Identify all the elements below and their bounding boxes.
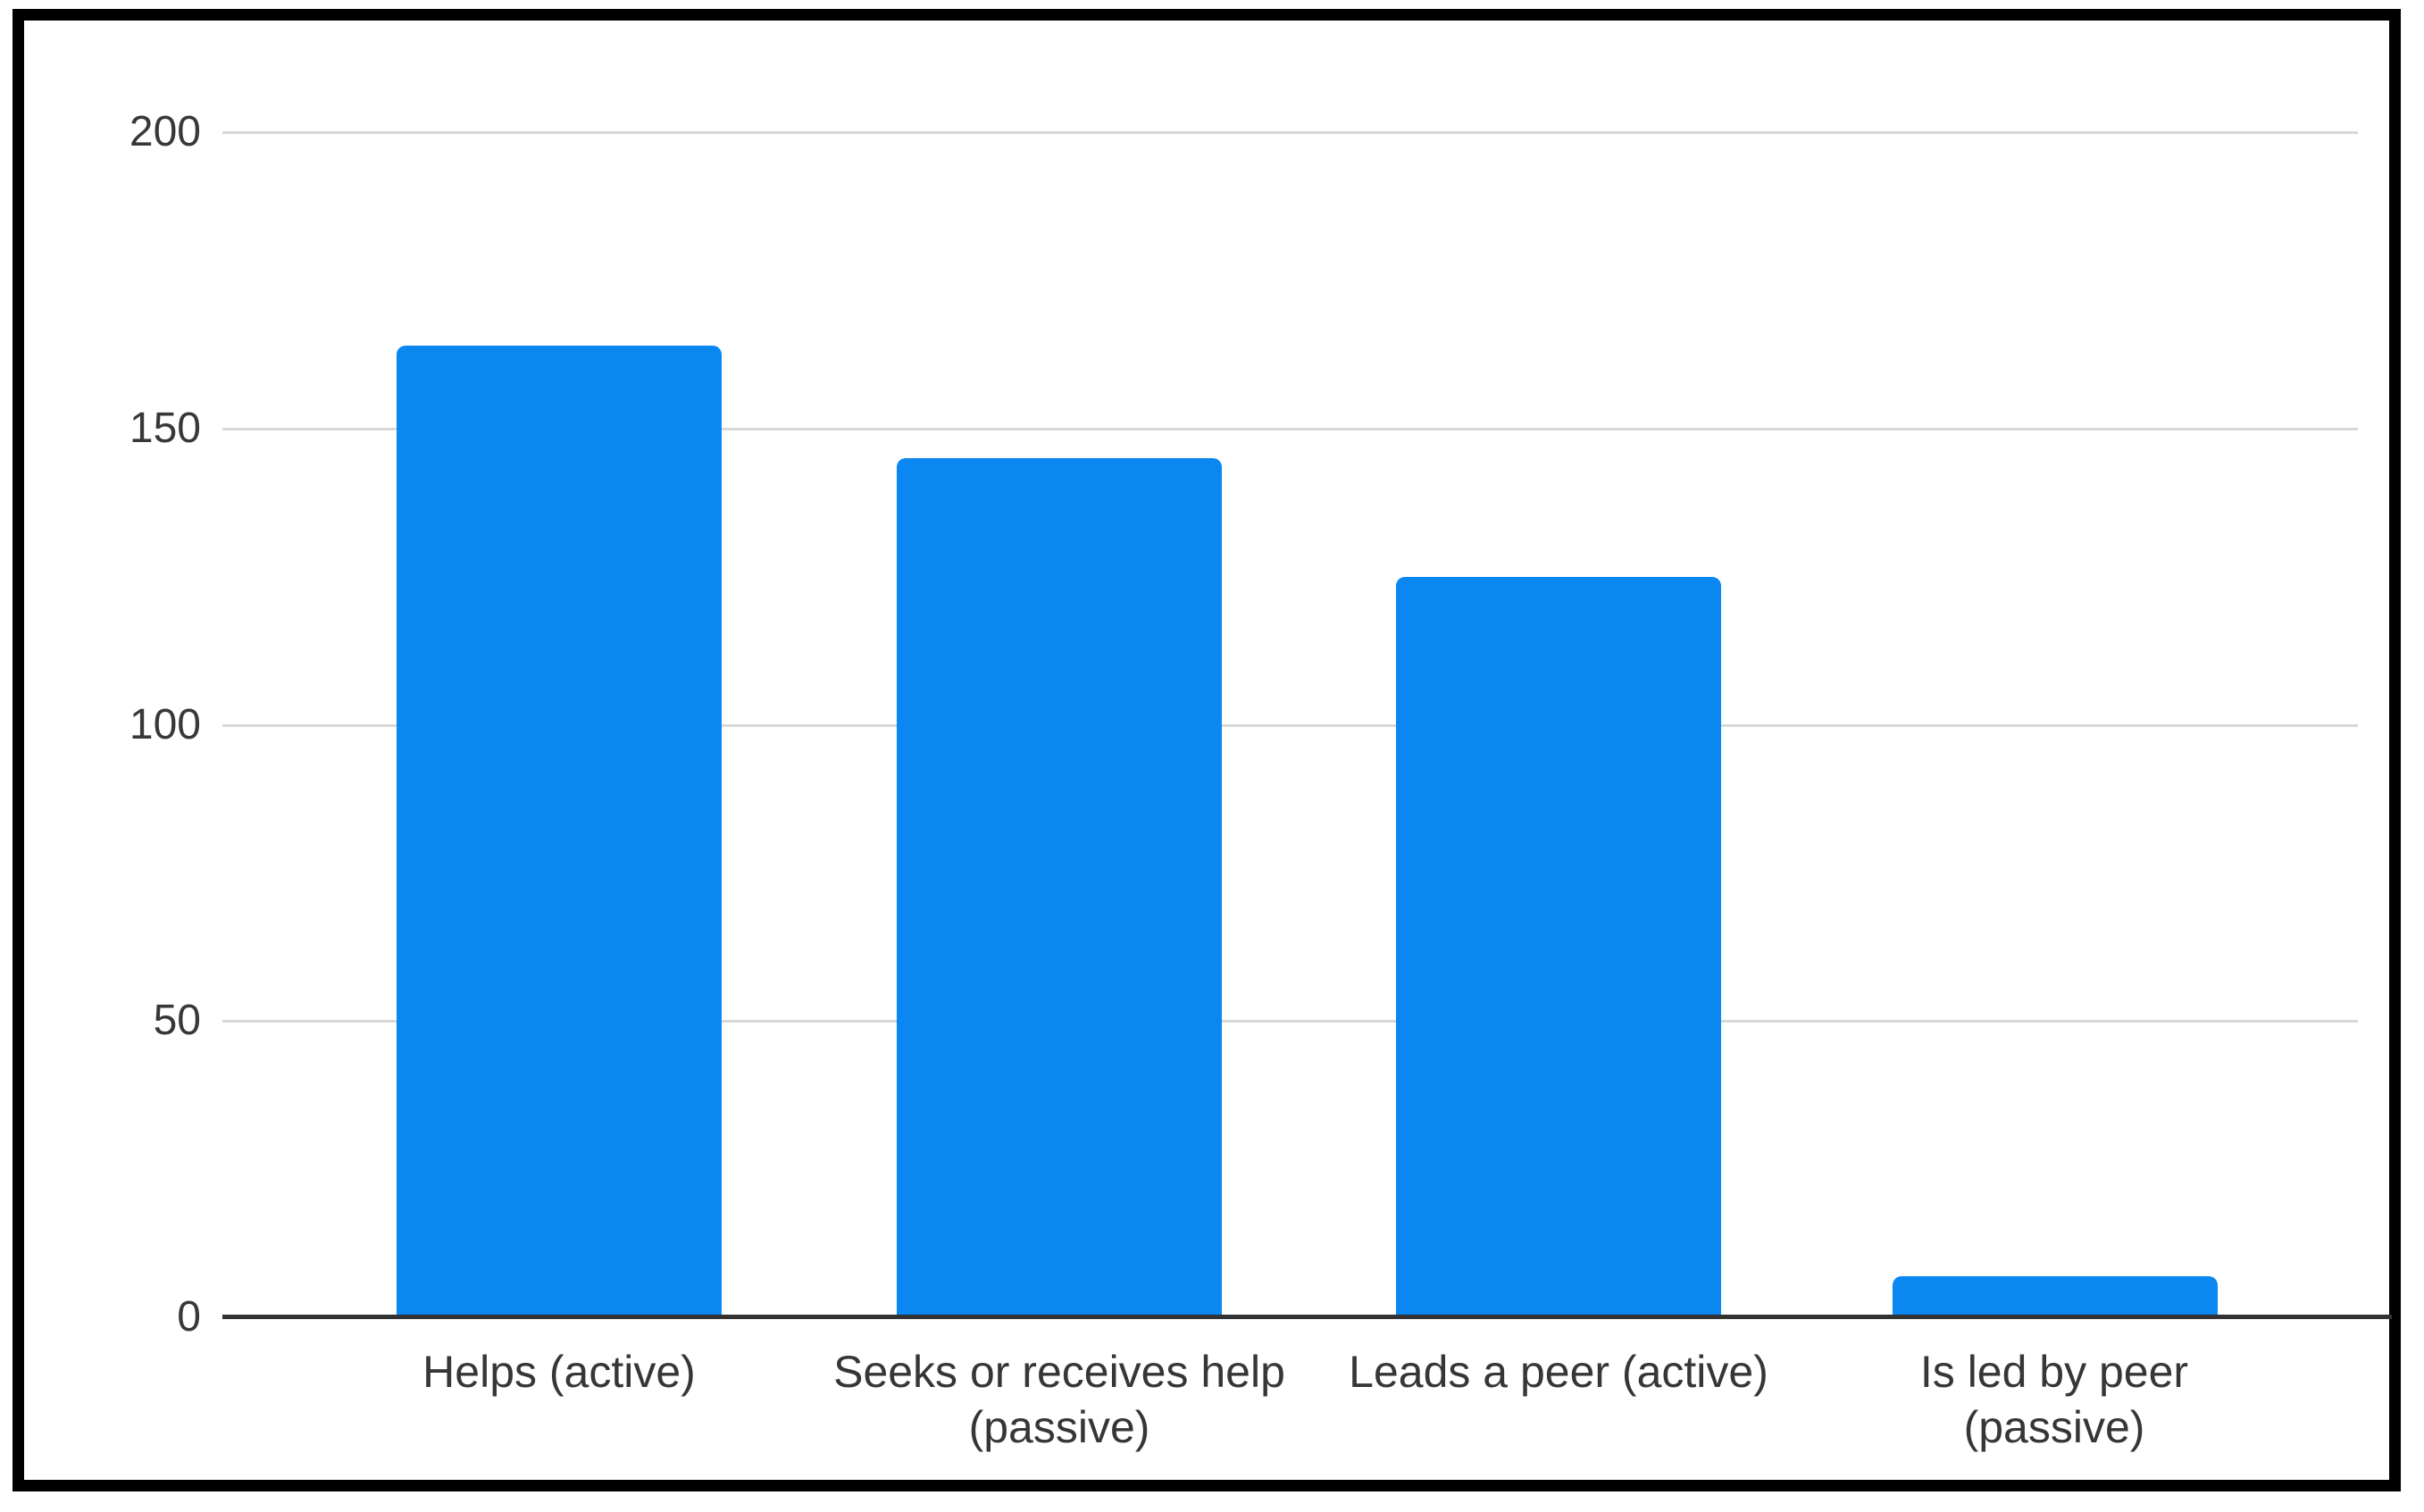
chart-frame-border: 200 150 100 50 0 Helps (active) Seeks or… [13,9,2401,1491]
bar-helps-active [397,345,722,1317]
y-tick-label-50: 50 [153,997,201,1044]
bar-leads-a-peer-active [1396,576,1721,1317]
gridline-50 [222,1020,2358,1023]
bar-seeks-or-receives-help-passive [897,457,1222,1317]
y-tick-label-0: 0 [177,1293,201,1341]
y-tick-label-150: 150 [129,405,201,452]
bar-is-led-by-peer-passive [1893,1275,2218,1317]
x-category-label: Seeks or receives help (passive) [833,1347,1285,1452]
plot-area [222,131,2392,1319]
x-category-label: Is led by peer (passive) [1919,1347,2189,1452]
y-tick-label-200: 200 [129,108,201,155]
gridline-200 [222,131,2358,134]
x-category-label: Helps (active) [422,1347,696,1397]
gridline-150 [222,428,2358,430]
y-tick-label-100: 100 [129,701,201,748]
x-axis-line [222,1315,2392,1319]
gridline-100 [222,724,2358,727]
x-category-label: Leads a peer (active) [1349,1347,1768,1397]
